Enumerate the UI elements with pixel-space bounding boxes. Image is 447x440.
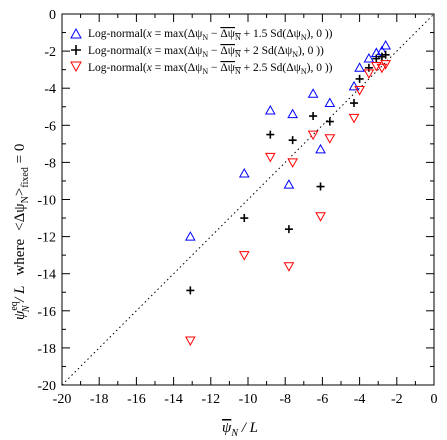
series-3 [184, 60, 391, 346]
point-triangle-up [287, 108, 298, 119]
legend-label-3: Log-normal(x = max(ΔψN − ΔψN + 2.5 Sd(Δψ… [88, 62, 333, 76]
point-triangle-down [363, 69, 375, 79]
y-tick-label: -2 [44, 45, 56, 60]
x-tick-label: -12 [201, 392, 220, 407]
point-plus [381, 50, 390, 59]
legend-marker-plus [71, 45, 81, 55]
point-triangle-up [324, 97, 336, 108]
x-tick-label: -10 [239, 392, 258, 407]
point-triangle-up [354, 62, 365, 72]
point-triangle-up [348, 80, 360, 91]
y-tick-label: -8 [44, 156, 56, 171]
legend-label-1: Log-normal(x = max(ΔψN − ΔψN + 1.5 Sd(Δψ… [88, 28, 333, 42]
point-triangle-up [238, 168, 250, 178]
point-plus [240, 214, 249, 223]
y-tick-label: -14 [37, 268, 56, 283]
x-axis-label: ψN / L [222, 420, 258, 439]
point-triangle-down [307, 130, 319, 141]
point-plus [266, 130, 275, 139]
point-triangle-down [315, 212, 326, 222]
y-tick-label: -10 [37, 194, 56, 209]
point-plus [355, 74, 364, 83]
x-tick-label: -8 [279, 392, 291, 407]
point-triangle-up [283, 179, 295, 189]
reference-line-group [61, 13, 435, 386]
point-plus [316, 182, 325, 191]
x-tick-label: -18 [90, 392, 109, 407]
y-tick-label: -20 [37, 379, 56, 394]
point-plus [186, 286, 195, 295]
point-plus [372, 54, 381, 63]
x-tick-label: -2 [391, 392, 403, 407]
point-triangle-down [370, 61, 382, 72]
point-triangle-down [354, 86, 365, 96]
legend-entry-2: Log-normal(x = max(ΔψN − ΔψN + 2 Sd(ΔψN)… [71, 45, 324, 59]
point-plus [309, 112, 318, 121]
point-triangle-down [264, 152, 276, 163]
legend-entry-3: Log-normal(x = max(ΔψN − ΔψN + 2.5 Sd(Δψ… [70, 61, 333, 76]
reference-line [61, 13, 435, 386]
y-tick-label: -6 [44, 119, 56, 134]
legend-marker-triangle-down [70, 61, 82, 73]
point-triangle-down [348, 113, 360, 124]
y-tick-label: -18 [37, 342, 56, 357]
point-triangle-down [376, 63, 388, 74]
legend-entry-1: Log-normal(x = max(ΔψN − ΔψN + 1.5 Sd(Δψ… [70, 27, 333, 42]
legend-label-2: Log-normal(x = max(ΔψN − ΔψN + 2 Sd(ΔψN)… [88, 45, 324, 59]
x-tick-label: -14 [164, 392, 183, 407]
y-tick-label: -12 [37, 231, 56, 246]
point-triangle-down [184, 336, 196, 346]
point-triangle-down [287, 158, 298, 168]
point-plus [325, 117, 334, 126]
point-triangle-down [324, 134, 336, 144]
y-tick-label: 0 [49, 8, 56, 23]
series-1 [184, 40, 391, 241]
axis-tick-labels: -20 -18 -16 -14 -12 -10 -8 -6 -4 -2 0-20-18-16-14-… [37, 8, 437, 407]
x-tick-label: -16 [127, 392, 146, 407]
x-tick-label: -6 [317, 392, 329, 407]
y-tick-label: -4 [44, 82, 56, 97]
legend: Log-normal(x = max(ΔψN − ΔψN + 1.5 Sd(Δψ… [70, 27, 333, 76]
y-axis-label: ψeqN / Lwhere<ΔψN>fixed = 0 [9, 144, 32, 320]
point-triangle-up [315, 143, 326, 154]
x-tick-label: -20 [53, 392, 72, 407]
point-triangle-up [184, 231, 196, 241]
x-tick-label: -4 [354, 392, 366, 407]
y-tick-label: -16 [37, 305, 56, 320]
point-triangle-up [380, 40, 391, 50]
axis-ticks [61, 13, 435, 386]
point-plus [288, 136, 297, 145]
point-triangle-up [363, 53, 375, 63]
point-plus [350, 99, 359, 108]
point-plus [364, 63, 373, 72]
legend-marker-triangle-up [70, 27, 82, 39]
point-triangle-down [238, 251, 250, 261]
series-2 [186, 50, 390, 295]
point-triangle-down [283, 262, 295, 272]
point-triangle-up [264, 104, 276, 115]
data-points [184, 40, 391, 346]
x-tick-label: 0 [431, 392, 438, 407]
point-triangle-up [307, 88, 319, 98]
point-plus [284, 225, 293, 234]
point-triangle-down [380, 60, 391, 70]
point-plus [377, 52, 386, 61]
